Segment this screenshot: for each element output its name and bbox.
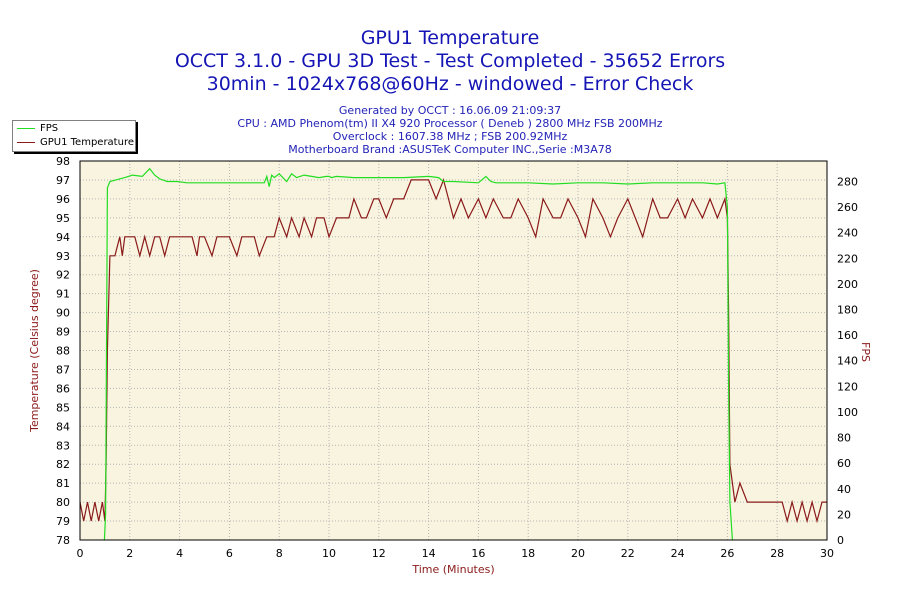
x-tick-label: 26 <box>720 547 734 560</box>
y-right-tick-label: 220 <box>837 252 858 265</box>
info-cpu: CPU : AMD Phenom(tm) II X4 920 Processor… <box>237 117 663 130</box>
x-tick-label: 14 <box>422 547 436 560</box>
y-left-tick-label: 90 <box>56 307 70 320</box>
y-left-axis-ticks: 78 79 80 81 82 83 84 85 86 87 88 89 90 91 92 93 94 95 96 97… <box>56 155 70 547</box>
legend: FPS GPU1 Temperature <box>12 120 136 152</box>
x-tick-label: 28 <box>770 547 784 560</box>
y-left-tick-label: 81 <box>56 477 70 490</box>
y-right-tick-label: 80 <box>837 432 851 445</box>
y-left-tick-label: 78 <box>56 534 70 547</box>
x-tick-label: 30 <box>820 547 834 560</box>
y-right-tick-label: 260 <box>837 201 858 214</box>
chart-subtitle-test: OCCT 3.1.0 - GPU 3D Test - Test Complete… <box>174 50 726 72</box>
x-tick-label: 6 <box>226 547 233 560</box>
info-generated: Generated by OCCT : 16.06.09 21:09:37 <box>338 104 562 117</box>
x-tick-label: 8 <box>276 547 283 560</box>
y-left-tick-label: 87 <box>56 363 70 376</box>
y-left-tick-label: 96 <box>56 193 70 206</box>
y-right-tick-label: 40 <box>837 483 851 496</box>
y-left-tick-label: 83 <box>56 439 70 452</box>
legend-label-fps: FPS <box>40 123 59 134</box>
y-right-tick-label: 120 <box>837 380 858 393</box>
plot-area <box>80 161 827 540</box>
y-left-axis-label: Temperature (Celsius degree) <box>28 269 41 433</box>
legend-item-fps: FPS <box>17 123 58 135</box>
y-left-tick-label: 80 <box>56 496 70 509</box>
x-axis-label: Time (Minutes) <box>411 563 494 576</box>
y-left-tick-label: 98 <box>56 155 70 168</box>
y-left-tick-label: 85 <box>56 401 70 414</box>
y-right-tick-label: 100 <box>837 406 858 419</box>
y-left-tick-label: 82 <box>56 458 70 471</box>
x-tick-label: 10 <box>322 547 336 560</box>
y-right-axis-ticks: 0 20 40 60 80 100 120 140 160 180 200 220 240 260 280 <box>837 175 858 547</box>
legend-swatch-fps <box>17 127 35 129</box>
x-tick-label: 22 <box>621 547 635 560</box>
chart-subtitle-settings: 30min - 1024x768@60Hz - windowed - Error… <box>206 73 694 95</box>
y-right-tick-label: 180 <box>837 304 858 317</box>
legend-swatch-temperature <box>17 141 35 143</box>
grid-lines <box>80 161 827 540</box>
info-motherboard: Motherboard Brand :ASUSTeK Computer INC.… <box>288 143 612 156</box>
y-right-tick-label: 240 <box>837 227 858 240</box>
y-right-axis-label: FPS <box>859 342 872 362</box>
chart-title: GPU1 Temperature <box>360 27 540 49</box>
y-left-tick-label: 95 <box>56 212 70 225</box>
x-tick-label: 0 <box>77 547 84 560</box>
y-right-tick-label: 160 <box>837 329 858 342</box>
y-right-tick-label: 280 <box>837 175 858 188</box>
y-left-tick-label: 92 <box>56 269 70 282</box>
series-line-temperature <box>79 177 827 524</box>
x-tick-label: 2 <box>126 547 133 560</box>
info-overclock: Overclock : 1607.38 MHz ; FSB 200.92MHz <box>332 130 568 143</box>
y-right-tick-label: 140 <box>837 355 858 368</box>
y-right-tick-label: 200 <box>837 278 858 291</box>
x-tick-label: 4 <box>176 547 183 560</box>
legend-label-temperature: GPU1 Temperature <box>40 137 134 148</box>
y-left-tick-label: 88 <box>56 345 70 358</box>
plot-frame <box>79 160 828 541</box>
series-line-fps <box>103 167 733 541</box>
series-layer <box>79 167 827 541</box>
x-tick-label: 12 <box>372 547 386 560</box>
x-tick-label: 18 <box>521 547 535 560</box>
y-left-tick-label: 89 <box>56 326 70 339</box>
y-left-tick-label: 94 <box>56 231 70 244</box>
y-left-tick-label: 91 <box>56 288 70 301</box>
x-tick-label: 16 <box>471 547 485 560</box>
y-left-tick-label: 93 <box>56 250 70 263</box>
y-right-tick-label: 0 <box>837 534 844 547</box>
y-right-tick-label: 60 <box>837 457 851 470</box>
y-left-tick-label: 84 <box>56 420 70 433</box>
y-left-tick-label: 79 <box>56 515 70 528</box>
y-right-tick-label: 20 <box>837 508 851 521</box>
x-tick-label: 20 <box>571 547 585 560</box>
x-tick-label: 24 <box>671 547 685 560</box>
x-axis-ticks: 0 2 4 6 8 10 12 14 16 18 20 22 24 26 28 30 <box>77 547 835 560</box>
legend-item-temperature: GPU1 Temperature <box>17 137 134 149</box>
y-left-tick-label: 86 <box>56 382 70 395</box>
y-left-tick-label: 97 <box>56 174 70 187</box>
